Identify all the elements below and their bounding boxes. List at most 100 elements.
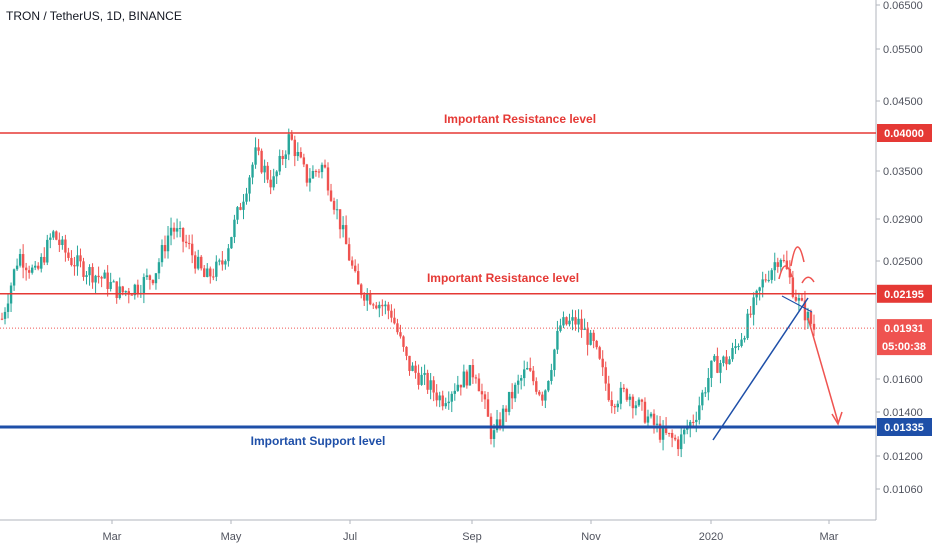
candle-body [70, 257, 73, 266]
candle-body [628, 396, 632, 400]
candle-body [716, 355, 719, 373]
candle-body [266, 165, 269, 180]
candle-body [178, 228, 182, 230]
candle-body [701, 392, 704, 406]
candle-body [112, 281, 115, 283]
candle-body [390, 310, 393, 318]
candle-body [163, 245, 167, 252]
candle-body [746, 313, 749, 339]
drawings [712, 246, 843, 441]
candle-body [692, 421, 695, 423]
candle-body [3, 311, 7, 319]
candle-body [248, 177, 251, 194]
candle-body [269, 179, 272, 188]
time-tick-label: Mar [820, 531, 839, 543]
candle-body [749, 313, 752, 315]
candle-body [37, 265, 40, 269]
candle-body [634, 405, 638, 409]
candle-body [529, 368, 532, 371]
candle-body [326, 167, 330, 191]
candle-body [58, 239, 61, 246]
candle-body [592, 332, 595, 341]
candle-body [375, 305, 378, 309]
candle-body [242, 201, 245, 210]
candle-body [206, 268, 209, 277]
candle-body [649, 413, 653, 417]
candle-body [613, 406, 616, 408]
candle-body [788, 268, 792, 278]
candle-body [583, 328, 586, 330]
candle-body [459, 384, 463, 388]
candle-body [550, 370, 553, 382]
price-tick-label: 0.05500 [883, 44, 923, 56]
time-tick-label: Sep [462, 531, 482, 543]
candle-body [625, 389, 629, 400]
candle-body [519, 378, 523, 381]
candle-body [713, 355, 716, 361]
candle-body [601, 358, 604, 368]
head-arc [790, 246, 805, 267]
price-tick-label: 0.01060 [883, 484, 923, 496]
candle-body [133, 284, 137, 296]
candle-body [658, 423, 662, 440]
candle-body [604, 367, 607, 384]
candle-body [673, 437, 677, 440]
candle-body [64, 239, 67, 253]
candle-body [145, 275, 149, 278]
candle-body [332, 200, 336, 210]
candle-body [417, 372, 420, 385]
candle-body [809, 311, 813, 324]
candle-body [664, 426, 668, 433]
candle-body [130, 294, 133, 296]
candle-body [393, 317, 396, 324]
candle-body [619, 387, 623, 404]
candle-body [408, 355, 411, 371]
candle-body [360, 284, 363, 295]
candle-body [758, 287, 761, 291]
price-tick-label: 0.04500 [883, 96, 923, 108]
candle-body [782, 260, 786, 262]
candle-body [622, 387, 626, 390]
time-tick-label: Nov [581, 531, 601, 543]
candle-body [215, 261, 218, 277]
candle-body [356, 271, 360, 285]
price-tick-label: 0.01200 [883, 451, 923, 463]
candle-body [263, 165, 266, 173]
candle-body [284, 154, 287, 159]
candle-body [335, 209, 339, 211]
candle-body [287, 134, 290, 155]
candle-body [148, 275, 152, 280]
candle-body [586, 328, 589, 345]
candle-body [785, 260, 789, 269]
candle-body [193, 255, 197, 269]
candle-body [73, 265, 76, 267]
level-price-tag [877, 284, 932, 303]
level-annotation: Important Resistance level [427, 271, 579, 285]
candle-body [450, 393, 453, 402]
candle-body [767, 279, 770, 281]
candle-body [535, 381, 538, 392]
candle-body [85, 275, 88, 277]
candle-body [480, 391, 484, 395]
candle-body [67, 252, 70, 258]
candle-body [124, 291, 127, 293]
candle-body [233, 219, 236, 238]
candle-body [127, 291, 130, 295]
candle-body [435, 392, 438, 401]
candle-body [6, 303, 10, 312]
candle-body [523, 369, 526, 379]
candle-body [227, 248, 230, 262]
candle-body [18, 254, 22, 266]
levels: Important Resistance level Important Resi… [0, 112, 876, 448]
candle-body [347, 244, 351, 261]
candle-body [366, 293, 369, 301]
time-tick-label: Mar [103, 531, 122, 543]
candle-body [257, 147, 260, 151]
candle-body [181, 228, 185, 242]
candle-body [737, 346, 740, 348]
candle-body [34, 265, 37, 268]
candle-body [236, 207, 239, 220]
candle-body [24, 267, 28, 271]
candle-body [752, 297, 755, 315]
